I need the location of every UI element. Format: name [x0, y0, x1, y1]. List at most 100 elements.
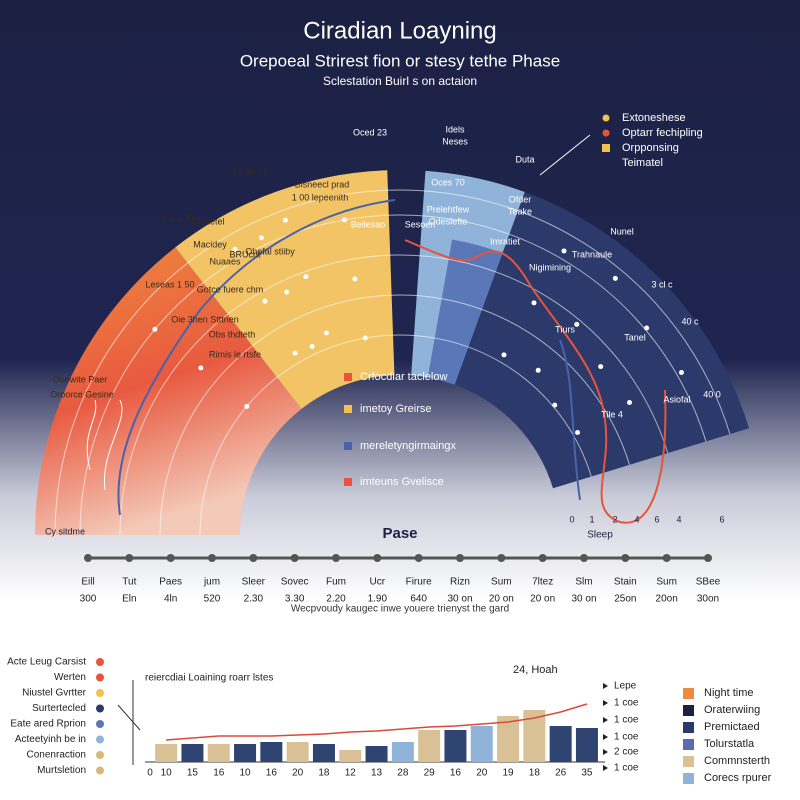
- timeline-name: Rizn: [450, 577, 470, 588]
- right-arrow: [603, 734, 608, 740]
- timeline-dot: [84, 554, 92, 562]
- diagram-label: Nunel: [610, 226, 634, 236]
- diagram-label: Prelehtfew: [427, 204, 470, 214]
- title: Ciradian Loayning: [303, 17, 496, 44]
- x-tick-label: 13: [371, 768, 383, 779]
- diagram-label: Tanel: [624, 332, 646, 342]
- timeline-value: 300: [80, 594, 97, 605]
- legend-swatch: [344, 373, 352, 381]
- right-arrow: [603, 765, 608, 771]
- timeline-name: Ucr: [370, 577, 386, 588]
- right-arrow: [603, 683, 608, 689]
- dot: [678, 370, 684, 375]
- timeline-dot: [125, 554, 134, 562]
- timeline-value: 3.30: [285, 594, 305, 605]
- timeline-name: Fum: [326, 577, 346, 588]
- bar: [391, 742, 414, 762]
- right-label: 1 coe: [614, 732, 639, 743]
- dot: [303, 274, 309, 280]
- legend-square: [683, 688, 694, 699]
- diagram-label: Macidey: [193, 239, 227, 249]
- diagram-label: Nigimining: [529, 262, 571, 272]
- diagram-label: Ofder: [509, 194, 532, 204]
- legend-label: Premictaed: [704, 721, 760, 733]
- timeline-dot: [456, 554, 464, 562]
- diagram-label: 40 c: [681, 316, 699, 326]
- diagram-label: Duta: [515, 154, 534, 164]
- bar: [155, 744, 178, 762]
- timeline-name: Slm: [575, 577, 592, 588]
- line: [166, 703, 588, 741]
- dot: [258, 235, 264, 241]
- x-tick-label: 15: [187, 768, 199, 779]
- list-dot: [96, 704, 104, 713]
- x-tick-label: 16: [266, 768, 278, 779]
- x-tick-label: 10: [239, 768, 251, 779]
- timeline-name: Paes: [159, 577, 182, 588]
- diagram-label: Rimis le rtsfe: [209, 349, 261, 359]
- list-label: Werten: [54, 672, 86, 683]
- diagram-label: Obs thdteth: [209, 329, 256, 339]
- diagram-label: Odeslefte: [429, 216, 468, 226]
- dot: [552, 402, 558, 408]
- timeline-name: Firure: [406, 577, 433, 588]
- navy-sector: [454, 192, 750, 489]
- timeline-dot: [621, 554, 630, 562]
- diagram-label: Tiurs: [555, 324, 575, 334]
- pointer-line: [539, 134, 591, 176]
- legend-label: Teimatel: [622, 157, 663, 169]
- diagram-label: Gotce fuere chm: [197, 284, 264, 294]
- legend-label: Oraterwiing: [704, 704, 760, 716]
- legend-label: Crfocdiar taclelow: [360, 371, 447, 383]
- diagram-label: Sesoen: [405, 219, 436, 229]
- ring: [54, 189, 731, 536]
- legend-label: Tolurstatla: [704, 738, 755, 750]
- timeline-name: Sum: [656, 577, 677, 588]
- list-dot: [96, 689, 104, 697]
- dot: [341, 217, 347, 223]
- timeline-dot: [414, 554, 423, 562]
- timeline-value: 25on: [614, 594, 636, 605]
- bar: [260, 742, 283, 762]
- timeline-dot: [332, 554, 340, 562]
- sleep-tick: 4: [676, 514, 681, 524]
- diagram-label: 40 0: [703, 389, 721, 399]
- legend-square: [683, 773, 694, 784]
- bar: [234, 744, 257, 762]
- x-tick-label: 16: [213, 768, 225, 779]
- diagram-label: Oces 70: [431, 177, 465, 187]
- list-dot: [96, 766, 104, 775]
- dot: [152, 326, 158, 332]
- chart-annotation: 24, Hoah: [513, 664, 558, 676]
- blue-curve: [117, 199, 396, 516]
- x-tick-label: 26: [555, 768, 567, 779]
- right-label: 2 coe: [614, 747, 639, 758]
- legend-label: imteuns Gvelisce: [360, 476, 444, 488]
- dot: [323, 330, 329, 336]
- legend-dot: [602, 129, 610, 137]
- dot: [362, 335, 368, 341]
- list-dot: [96, 720, 104, 728]
- timeline-name: Sovec: [281, 577, 309, 588]
- bar: [549, 726, 572, 762]
- dot: [535, 367, 541, 373]
- dot: [531, 300, 537, 306]
- bar: [286, 742, 309, 762]
- timeline-dot: [497, 554, 506, 562]
- timeline-value: 20on: [656, 594, 678, 605]
- dot: [309, 343, 315, 349]
- diagram-label: Ohefal stiiby: [245, 246, 295, 256]
- diagram-label: Bisneecl prad: [295, 179, 350, 189]
- timeline-dot: [249, 554, 258, 562]
- yellow-sector: [175, 170, 395, 409]
- bar: [181, 744, 204, 762]
- timeline-value: 640: [410, 594, 427, 605]
- timeline-caption: Wecpvoudy kaugec inwe youere trienyst th…: [291, 604, 509, 615]
- timeline-dot: [290, 554, 299, 562]
- bar: [365, 746, 388, 762]
- bar: [575, 728, 598, 762]
- diagram-label: Idels: [445, 124, 465, 134]
- timeline-name: Tut: [122, 577, 136, 588]
- legend-swatch: [344, 442, 352, 450]
